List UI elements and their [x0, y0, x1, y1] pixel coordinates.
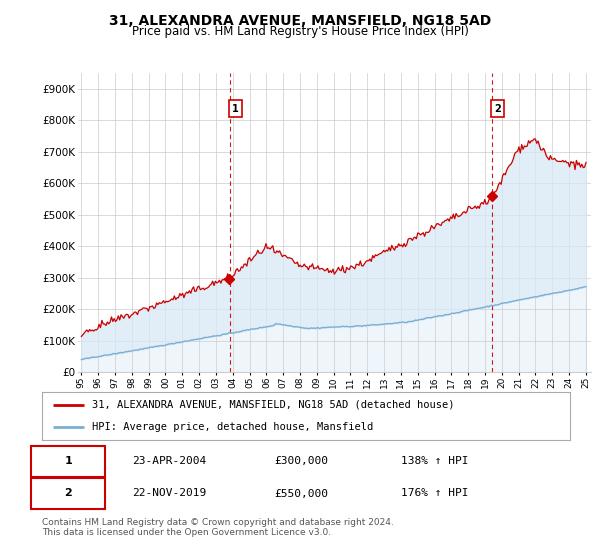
Text: 31, ALEXANDRA AVENUE, MANSFIELD, NG18 5AD: 31, ALEXANDRA AVENUE, MANSFIELD, NG18 5A…: [109, 14, 491, 28]
Text: 1: 1: [65, 456, 72, 466]
Text: 2: 2: [65, 488, 72, 498]
FancyBboxPatch shape: [31, 478, 106, 509]
Text: 1: 1: [232, 104, 239, 114]
Text: 176% ↑ HPI: 176% ↑ HPI: [401, 488, 469, 498]
Text: 2: 2: [494, 104, 501, 114]
Text: Price paid vs. HM Land Registry's House Price Index (HPI): Price paid vs. HM Land Registry's House …: [131, 25, 469, 38]
Text: 138% ↑ HPI: 138% ↑ HPI: [401, 456, 469, 466]
Text: 23-APR-2004: 23-APR-2004: [132, 456, 206, 466]
Text: Contains HM Land Registry data © Crown copyright and database right 2024.
This d: Contains HM Land Registry data © Crown c…: [42, 518, 394, 538]
Text: HPI: Average price, detached house, Mansfield: HPI: Average price, detached house, Mans…: [92, 422, 373, 432]
Text: 22-NOV-2019: 22-NOV-2019: [132, 488, 206, 498]
FancyBboxPatch shape: [31, 446, 106, 477]
Text: £300,000: £300,000: [274, 456, 328, 466]
Text: 31, ALEXANDRA AVENUE, MANSFIELD, NG18 5AD (detached house): 31, ALEXANDRA AVENUE, MANSFIELD, NG18 5A…: [92, 400, 455, 410]
Text: £550,000: £550,000: [274, 488, 328, 498]
